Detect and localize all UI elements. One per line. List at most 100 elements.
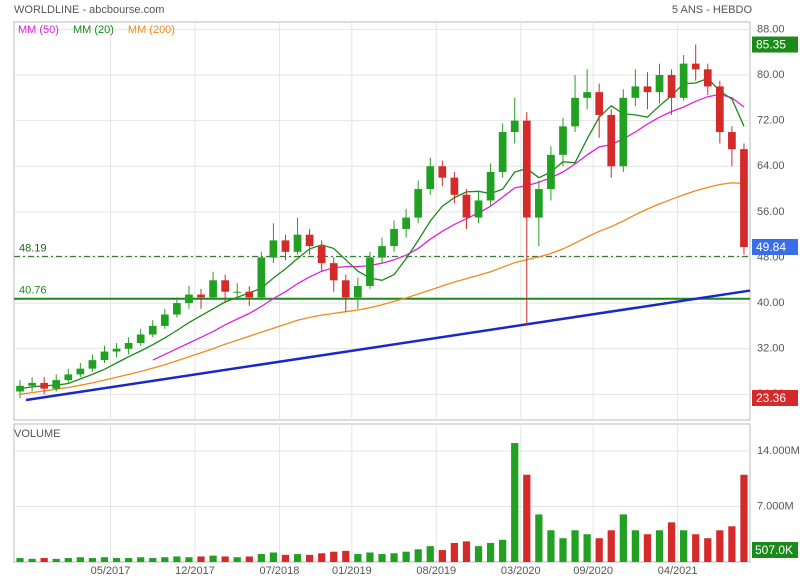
candle-body [619,97,628,167]
volume-bar [40,558,48,562]
candle-body [510,120,519,133]
volume-bar [571,530,579,562]
volume-title: VOLUME [14,428,60,440]
candle-body [679,63,688,98]
candle-body [402,217,410,229]
x-tick-label: 07/2018 [260,565,300,577]
volume-bar [245,556,253,562]
volume-bar [547,530,555,562]
y-tick-label: 40.00 [757,297,785,309]
candle-body [281,240,290,252]
candle-body [16,385,24,392]
candle-body [257,257,266,298]
candle-body [100,351,109,361]
volume-bar [221,556,229,562]
candle-body [655,75,664,93]
y-tick-label: 88.00 [757,23,785,35]
candle-body [366,257,374,287]
candle-body [703,69,712,87]
volume-bar [281,554,290,562]
candle-body [643,86,652,93]
candle-body [245,291,254,298]
volume-bar [728,526,736,562]
candle-body [607,114,616,167]
volume-bar [185,557,193,562]
y-tick-label: 56.00 [757,206,785,218]
candle-body [667,75,676,98]
volume-bar [52,558,60,562]
volume-bar [704,538,712,562]
candle-body [136,334,145,344]
candle-body [631,86,640,98]
candle-body [740,149,748,248]
price-box [752,239,798,256]
volume-bar [112,558,121,562]
candle-body [160,314,169,326]
candle-body [52,380,61,389]
volume-bar [402,551,410,562]
volume-bar [342,550,350,562]
candle-body [148,325,157,335]
candle-body [715,86,724,133]
candle-body [595,92,604,115]
legend-entry: MM (50) [18,24,59,36]
candle-body [390,228,398,247]
volume-bar [680,530,688,562]
volume-bar [450,542,459,562]
legend-entry: MM (200) [128,24,175,36]
chart-subtitle: 5 ANS - HEBDO [672,4,753,16]
candle-body [112,348,121,352]
volume-bar [318,553,326,562]
volume-bar [474,546,483,562]
price-box [752,36,798,53]
price-box-label: 23.36 [756,391,786,405]
candle-body [354,286,362,298]
candle-body [40,382,49,389]
candle-body [185,294,193,304]
volume-bar [100,557,109,562]
candle-body [341,280,350,298]
volume-bar [161,557,169,562]
volume-bar [233,557,241,562]
volume-bar [366,552,374,562]
volume-bar [88,558,97,562]
candle-body [221,280,230,292]
y-tick-label: 32.00 [757,343,785,355]
candle-body [571,97,579,127]
volume-tick-label: 14.000M [757,445,800,457]
volume-bar [631,530,639,562]
x-tick-label: 05/2017 [91,565,131,577]
price-box-label: 85.35 [756,38,786,52]
candle-body [197,294,205,298]
candle-body [124,343,133,349]
candle-body [438,166,447,178]
volume-bar [667,522,676,562]
trendline [25,289,751,402]
volume-bar [559,538,567,562]
volume-bar [438,550,446,562]
volume-bar [16,558,24,562]
volume-bar [607,530,615,562]
legend-entry: MM (20) [73,24,114,36]
volume-box-label: 507.0K [755,543,793,557]
volume-bar [305,554,314,562]
volume-bar [583,534,591,562]
price-box-label: 49.84 [756,240,786,254]
candle-body [329,263,338,281]
volume-bar [655,530,664,562]
volume-bar [535,514,543,562]
volume-bar [125,558,133,562]
volume-bar [740,474,748,562]
candle-body [522,120,531,218]
candle-body [293,234,302,252]
volume-bar [499,539,507,562]
volume-bar [269,552,278,562]
candle-body [76,368,85,375]
candle-body [450,177,459,195]
candle-body [378,246,386,258]
moving-average-line [152,93,745,361]
y-tick-label: 72.00 [757,115,785,127]
volume-bar [76,557,84,562]
x-tick-label: 01/2019 [332,565,372,577]
